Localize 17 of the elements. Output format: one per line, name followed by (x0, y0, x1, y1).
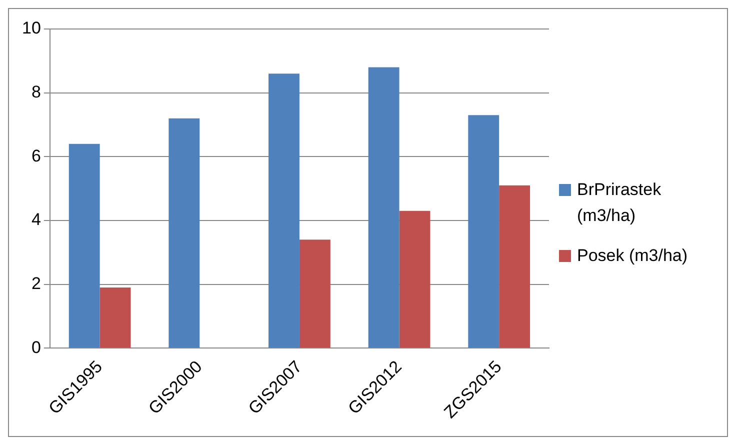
y-tick-label: 6 (31, 146, 41, 166)
y-tick-label: 2 (31, 274, 41, 293)
legend-label: BrPrirastek (m3/ha) (577, 178, 662, 226)
bar (468, 115, 500, 348)
y-tick-label: 0 (31, 338, 41, 357)
bar (399, 210, 430, 348)
bar (368, 67, 400, 348)
bar (499, 185, 530, 348)
bar (100, 287, 131, 348)
bar (68, 144, 100, 348)
bar (299, 240, 330, 348)
bar (268, 74, 300, 348)
y-tick-label: 8 (31, 82, 41, 102)
legend-label: Posek (m3/ha) (577, 244, 688, 266)
y-tick-label: 4 (31, 210, 41, 230)
bar (168, 118, 200, 348)
y-tick-label: 10 (22, 18, 41, 38)
